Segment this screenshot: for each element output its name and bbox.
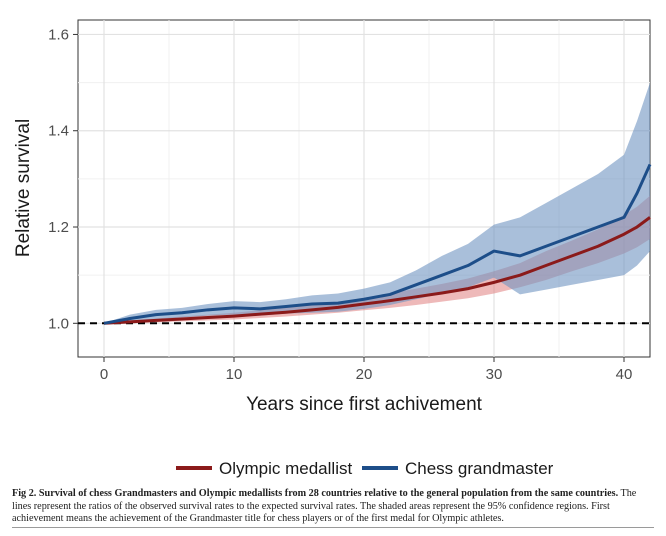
figure-caption: Fig 2. Survival of chess Grandmasters an…: [12, 488, 654, 526]
legend-label-chess: Chess grandmaster: [405, 459, 554, 478]
y-tick-label: 1.0: [48, 315, 69, 332]
chart: 0 10 20 30 40 1.0 1.2 1.4 1.6 Years since first …: [13, 19, 652, 478]
x-axis-title: Years since first achivement: [246, 394, 483, 415]
series-line-chess: [103, 163, 652, 325]
axis-ticks: 0 10 20 30 40 1.0 1.2 1.4 1.6: [48, 26, 632, 383]
y-tick-label: 1.4: [48, 123, 69, 140]
legend: Olympic medallist Chess grandmaster: [176, 459, 554, 478]
x-tick-label: 10: [226, 366, 243, 383]
y-axis-title: Relative survival: [13, 119, 34, 257]
legend-label-olympic: Olympic medallist: [219, 459, 352, 478]
x-tick-label: 20: [356, 366, 373, 383]
series-line-olympic: [103, 216, 651, 325]
caption-body: The lines represent the ratios of the ob…: [12, 488, 637, 525]
x-tick-label: 30: [486, 366, 503, 383]
x-tick-label: 0: [100, 366, 108, 383]
series-lines: [103, 163, 652, 325]
y-tick-label: 1.2: [48, 219, 69, 236]
y-tick-label: 1.6: [48, 26, 69, 43]
confidence-band-chess: [104, 82, 650, 324]
caption-title: Fig 2. Survival of chess Grandmasters an…: [12, 488, 619, 499]
caption-divider: [12, 527, 654, 528]
x-tick-label: 40: [616, 366, 633, 383]
